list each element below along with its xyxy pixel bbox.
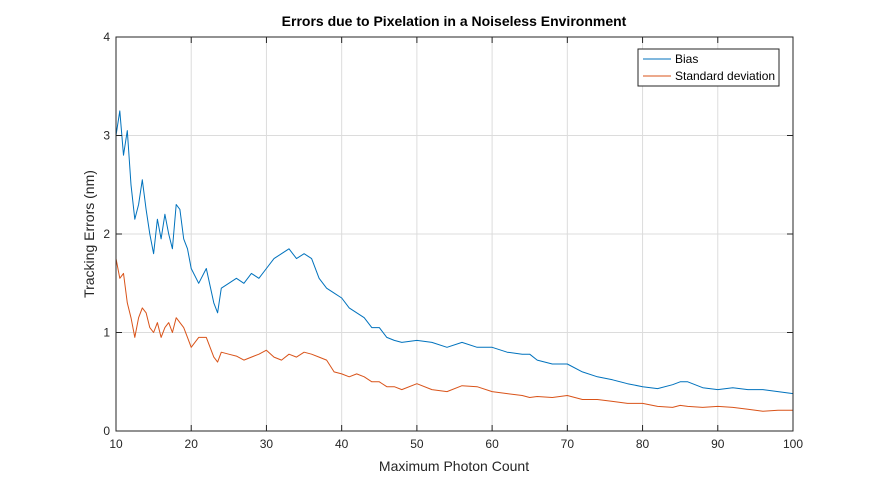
x-tick-label: 40: [335, 437, 349, 451]
x-tick-label: 30: [260, 437, 274, 451]
y-tick-label: 2: [103, 227, 110, 241]
x-axis-label: Maximum Photon Count: [379, 458, 529, 474]
legend-box: [637, 48, 780, 87]
tick-labels: 10 20 30 40 50 60 70 80 90 100 0 1 2 3 4: [103, 30, 803, 451]
legend-label-bias: Bias: [675, 52, 698, 66]
y-tick-label: 4: [103, 30, 110, 44]
x-tick-label: 80: [636, 437, 650, 451]
y-tick-label: 3: [103, 129, 110, 143]
series-line-bias: [115, 110, 794, 395]
x-tick-label: 100: [783, 437, 803, 451]
y-axis-label: Tracking Errors (nm): [81, 170, 97, 298]
x-tick-label: 60: [485, 437, 499, 451]
legend-label-standard-deviation: Standard deviation: [675, 69, 775, 83]
legend: Bias Standard deviation: [637, 48, 780, 87]
x-tick-label: 20: [185, 437, 199, 451]
y-tick-label: 0: [103, 424, 110, 438]
x-tick-label: 10: [109, 437, 123, 451]
series-layer: [115, 110, 794, 412]
x-tick-label: 50: [410, 437, 424, 451]
chart-title: Errors due to Pixelation in a Noiseless …: [282, 13, 627, 29]
y-tick-label: 1: [103, 326, 110, 340]
x-tick-label: 70: [561, 437, 575, 451]
ticks: [115, 36, 794, 432]
series-line-standard-deviation: [115, 258, 793, 412]
x-tick-label: 90: [711, 437, 725, 451]
